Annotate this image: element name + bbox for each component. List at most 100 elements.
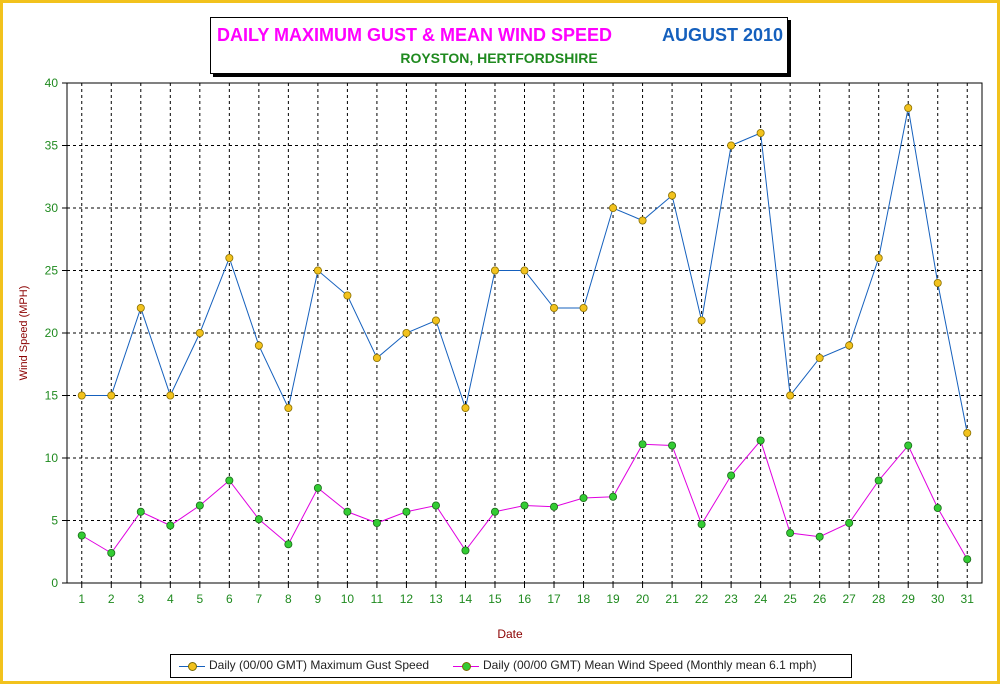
x-tick-label: 11 — [371, 592, 384, 606]
gust-point — [786, 391, 795, 400]
mean-point — [195, 501, 204, 510]
gust-point — [461, 403, 470, 412]
mean-point — [166, 521, 175, 530]
mean-point — [313, 483, 322, 492]
gust-point — [77, 391, 86, 400]
gust-point — [284, 403, 293, 412]
plot-area — [66, 82, 983, 584]
mean-point — [668, 441, 677, 450]
x-tick-label: 2 — [108, 592, 115, 606]
y-tick-label: 30 — [45, 201, 59, 215]
gust-point — [550, 303, 559, 312]
y-tick-label: 5 — [51, 514, 58, 528]
gust-point — [166, 391, 175, 400]
x-tick-label: 29 — [902, 592, 916, 606]
gust-point — [874, 253, 883, 262]
mean-point — [284, 540, 293, 549]
x-tick-label: 12 — [400, 592, 414, 606]
x-tick-label: 8 — [285, 592, 292, 606]
x-tick-label: 13 — [429, 592, 443, 606]
y-tick-label: 15 — [45, 389, 59, 403]
y-tick-label: 0 — [51, 576, 58, 590]
legend: Daily (00/00 GMT) Maximum Gust Speed Dai… — [170, 654, 852, 678]
x-tick-label: 21 — [665, 592, 679, 606]
mean-point — [520, 501, 529, 510]
x-tick-label: 26 — [813, 592, 827, 606]
mean-point — [254, 515, 263, 524]
legend-swatch-mean — [453, 661, 479, 671]
mean-point — [372, 519, 381, 528]
gust-point — [372, 353, 381, 362]
x-tick-label: 3 — [137, 592, 144, 606]
gust-point — [313, 266, 322, 275]
chart-month: AUGUST 2010 — [661, 25, 783, 45]
mean-point — [77, 531, 86, 540]
gust-point — [933, 278, 942, 287]
y-tick-label: 35 — [45, 139, 59, 153]
gust-point — [195, 328, 204, 337]
gust-point — [431, 316, 440, 325]
mean-point — [933, 503, 942, 512]
mean-point — [136, 507, 145, 516]
gust-point — [815, 353, 824, 362]
gust-point — [756, 128, 765, 137]
mean-point — [402, 507, 411, 516]
mean-point — [107, 549, 116, 558]
gust-point — [727, 141, 736, 150]
x-tick-label: 24 — [754, 592, 768, 606]
gust-point — [904, 104, 913, 113]
x-tick-label: 27 — [842, 592, 856, 606]
grid — [67, 82, 982, 583]
mean-point — [727, 471, 736, 480]
y-tick-label: 25 — [45, 264, 59, 278]
x-tick-label: 10 — [341, 592, 355, 606]
mean-point — [815, 532, 824, 541]
gust-point — [845, 341, 854, 350]
mean-point — [550, 502, 559, 511]
gust-point — [520, 266, 529, 275]
x-tick-label: 25 — [783, 592, 797, 606]
y-tick-label: 20 — [45, 326, 59, 340]
y-tick-label: 40 — [45, 76, 59, 90]
legend-label-mean: Daily (00/00 GMT) Mean Wind Speed (Month… — [483, 658, 817, 672]
x-tick-label: 16 — [518, 592, 532, 606]
mean-point — [845, 519, 854, 528]
mean-point — [225, 476, 234, 485]
legend-swatch-gust — [179, 661, 205, 671]
x-tick-label: 4 — [167, 592, 174, 606]
x-tick-label: 7 — [256, 592, 263, 606]
mean-point — [490, 507, 499, 516]
gust-point — [136, 303, 145, 312]
x-tick-label: 23 — [724, 592, 738, 606]
mean-point — [697, 520, 706, 529]
gust-point — [343, 291, 352, 300]
mean-point — [786, 529, 795, 538]
mean-point — [874, 476, 883, 485]
mean-point — [579, 493, 588, 502]
legend-item-mean: Daily (00/00 GMT) Mean Wind Speed (Month… — [453, 658, 816, 672]
x-tick-label: 19 — [606, 592, 620, 606]
x-tick-label: 6 — [226, 592, 233, 606]
gust-point — [107, 391, 116, 400]
legend-label-gust: Daily (00/00 GMT) Maximum Gust Speed — [209, 658, 430, 672]
x-tick-label: 15 — [488, 592, 502, 606]
gust-point — [668, 191, 677, 200]
gust-point — [254, 341, 263, 350]
mean-point — [638, 440, 647, 449]
gust-point — [225, 253, 234, 262]
gust-point — [638, 216, 647, 225]
gust-point — [963, 428, 972, 437]
mean-point — [756, 436, 765, 445]
x-tick-label: 20 — [636, 592, 650, 606]
gust-point — [609, 203, 618, 212]
mean-point — [431, 501, 440, 510]
y-axis-label: Wind Speed (MPH) — [18, 286, 30, 381]
x-tick-label: 17 — [547, 592, 561, 606]
mean-point — [609, 492, 618, 501]
gust-point — [490, 266, 499, 275]
mean-point — [904, 441, 913, 450]
x-axis-label: Date — [497, 627, 523, 641]
x-tick-label: 31 — [961, 592, 975, 606]
series — [77, 104, 972, 564]
